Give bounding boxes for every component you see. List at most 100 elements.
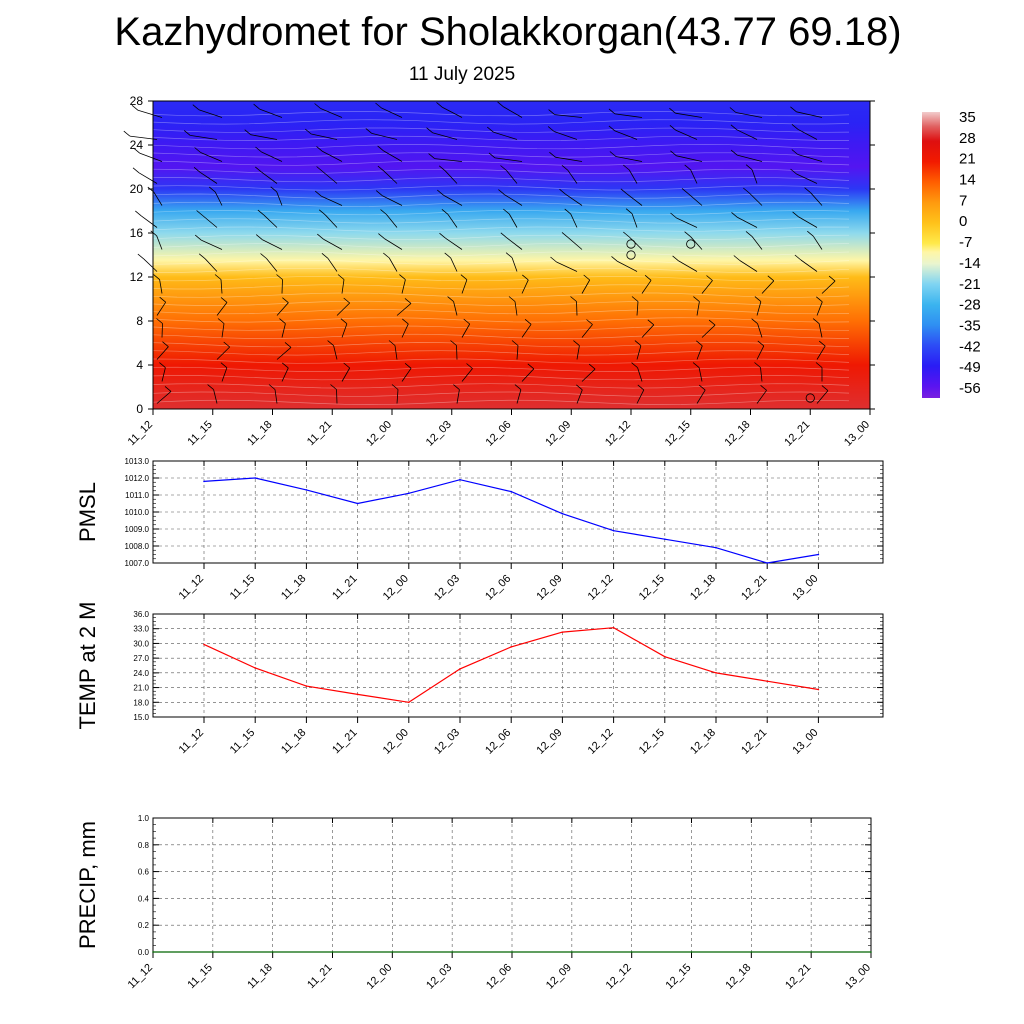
x-tick-label: 12_09 bbox=[544, 962, 574, 992]
y-tick-label: 1011.0 bbox=[125, 491, 149, 500]
data-point bbox=[203, 643, 205, 646]
wind-barb-feather bbox=[754, 362, 761, 368]
wind-barb-feather bbox=[438, 165, 446, 172]
x-tick-label: 12_06 bbox=[483, 727, 513, 757]
wind-barb bbox=[641, 280, 652, 294]
wind-barb-feather bbox=[207, 384, 214, 390]
x-tick-label: 11_21 bbox=[330, 727, 360, 757]
wind-barb bbox=[336, 302, 350, 316]
wind-barb bbox=[756, 390, 767, 404]
contour-line bbox=[152, 366, 850, 372]
page-title: Kazhydromet for Sholakkorgan(43.77 69.18… bbox=[114, 10, 902, 54]
wind-barb bbox=[201, 239, 223, 250]
y-tick-label: 33.0 bbox=[133, 625, 149, 634]
wind-barb-feather bbox=[681, 188, 689, 194]
wind-barb bbox=[216, 346, 230, 360]
wind-barb bbox=[322, 171, 338, 184]
wind-barb-feather bbox=[730, 124, 738, 131]
wind-barb bbox=[570, 213, 578, 228]
wind-barb bbox=[676, 155, 703, 162]
wind-barb bbox=[382, 195, 403, 206]
wind-barb bbox=[323, 238, 343, 250]
wind-barb-feather bbox=[608, 108, 616, 115]
data-point bbox=[271, 951, 274, 953]
x-tick-label: 12_00 bbox=[381, 573, 411, 603]
wind-barb bbox=[556, 261, 578, 272]
wind-barb-feather bbox=[268, 384, 276, 390]
data-point bbox=[510, 646, 512, 648]
wind-barb bbox=[810, 192, 823, 206]
wind-barb-feather bbox=[270, 186, 277, 193]
contour-line bbox=[152, 325, 850, 331]
wind-barb-feather bbox=[588, 363, 596, 370]
wind-barb-feather bbox=[137, 253, 145, 260]
wind-barb-feather bbox=[327, 340, 334, 346]
data-point bbox=[356, 693, 359, 696]
x-tick-label: 13_00 bbox=[842, 419, 872, 449]
wind-barb-feather bbox=[550, 256, 557, 263]
x-tick-label: 12_12 bbox=[603, 419, 633, 449]
x-tick-label: 12_18 bbox=[723, 419, 753, 449]
wind-barb-feather bbox=[620, 188, 628, 195]
wind-barb bbox=[221, 367, 228, 382]
wind-barb-feather bbox=[194, 147, 201, 153]
wind-barb bbox=[200, 152, 223, 162]
x-tick-label: 11_21 bbox=[330, 573, 360, 603]
wind-barb bbox=[453, 301, 458, 316]
x-tick-label: 12_06 bbox=[484, 962, 514, 992]
wind-barb bbox=[503, 106, 523, 118]
wind-barb bbox=[739, 260, 758, 272]
wind-barb-feather bbox=[375, 102, 382, 109]
wind-barb-feather bbox=[745, 164, 753, 171]
wind-barb-feather bbox=[426, 127, 433, 134]
wind-barb bbox=[198, 109, 223, 118]
wind-barb bbox=[276, 191, 283, 206]
precip-chart: 1.0 0.8 0.6 0.4 0.2 0.0 11_12 11_15 11_18 11_21 12… bbox=[75, 814, 873, 992]
wind-barb bbox=[281, 367, 289, 382]
plot-frame bbox=[152, 613, 884, 718]
wind-barb bbox=[274, 389, 278, 404]
wind-barb-feather bbox=[644, 274, 652, 281]
wind-barb bbox=[266, 258, 278, 272]
wind-barb bbox=[324, 214, 338, 228]
colorbar-label: -14 bbox=[959, 255, 981, 272]
colorbar-label: 0 bbox=[959, 213, 967, 230]
wind-barb bbox=[576, 389, 583, 404]
wind-barb bbox=[259, 108, 283, 118]
data-point bbox=[152, 951, 154, 953]
wind-barb-feather bbox=[447, 296, 454, 302]
colorbar-label: -35 bbox=[959, 317, 981, 334]
wind-barb-feather bbox=[377, 165, 385, 172]
wind-barb bbox=[756, 345, 765, 360]
wind-barb bbox=[690, 236, 703, 250]
wind-barb bbox=[636, 389, 645, 404]
wind-barb-feather bbox=[314, 190, 322, 197]
data-point bbox=[408, 492, 410, 495]
wind-barb-feather bbox=[450, 340, 457, 346]
wind-barb-feather bbox=[220, 297, 228, 303]
wind-barb-feather bbox=[365, 128, 373, 134]
wind-barb-feather bbox=[791, 149, 799, 155]
contour-line bbox=[152, 391, 850, 397]
wind-barb-feather bbox=[608, 125, 616, 132]
wind-barb-feather bbox=[733, 255, 741, 261]
wind-barb bbox=[141, 215, 158, 228]
wind-barb-feather bbox=[214, 274, 222, 280]
contour-line bbox=[153, 177, 850, 183]
contour-line bbox=[152, 201, 850, 207]
colorbar-legend: 35 28 21 14 7 0 -7 -14 -21 -28 -35 -42 -49 -56 bbox=[922, 109, 981, 398]
wind-barb-feather bbox=[255, 146, 262, 153]
y-tick-label: 1009.0 bbox=[125, 525, 150, 534]
wind-barb bbox=[565, 193, 583, 206]
data-point bbox=[766, 680, 768, 682]
wind-barb bbox=[567, 170, 578, 184]
wind-barb-feather bbox=[696, 340, 703, 347]
wind-barb-feather bbox=[669, 124, 677, 131]
data-point bbox=[203, 480, 205, 483]
contour-line bbox=[152, 210, 850, 216]
data-point bbox=[690, 951, 693, 953]
wind-barb-feather bbox=[282, 297, 289, 304]
wind-barb bbox=[749, 192, 763, 206]
pmsl-chart: 1013.0 1012.0 1011.0 1010.0 1009.0 1008.0 1007… bbox=[75, 457, 884, 603]
wind-barb bbox=[678, 260, 698, 272]
